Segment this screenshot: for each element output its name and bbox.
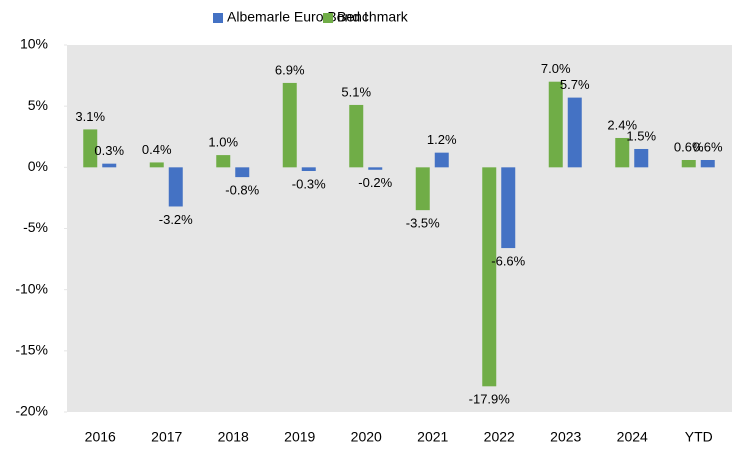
data-label: 1.2% — [427, 132, 457, 147]
plot-area — [67, 45, 732, 412]
x-tick-label: 2020 — [351, 429, 382, 445]
bar — [434, 152, 449, 168]
data-label: 1.0% — [208, 135, 238, 150]
y-tick-label: -5% — [23, 219, 48, 235]
y-tick-label: 5% — [28, 97, 48, 113]
data-label: -17.9% — [469, 392, 511, 407]
bar — [567, 97, 582, 168]
bar — [83, 129, 98, 168]
data-label: 6.9% — [275, 62, 305, 77]
x-tick-label: 2021 — [417, 429, 448, 445]
y-tick-label: 0% — [28, 158, 48, 174]
data-label: 7.0% — [541, 61, 571, 76]
legend-swatch — [323, 13, 333, 23]
legend-swatch — [213, 13, 223, 23]
bar — [168, 167, 183, 207]
data-label: 0.6% — [674, 139, 704, 154]
bar — [102, 163, 117, 168]
data-label: -3.2% — [159, 212, 193, 227]
bar — [415, 167, 430, 211]
x-tick-label: 2017 — [151, 429, 182, 445]
data-label: 0.6% — [693, 139, 723, 154]
bar — [368, 167, 383, 170]
bar — [282, 82, 297, 168]
data-label: 3.1% — [75, 109, 105, 124]
data-label: 5.7% — [560, 77, 590, 92]
data-label: -3.5% — [406, 216, 440, 231]
x-tick-label: 2022 — [484, 429, 515, 445]
bar — [301, 167, 316, 172]
data-label: -0.2% — [358, 175, 392, 190]
y-tick-label: -15% — [15, 342, 48, 358]
bar — [681, 159, 696, 168]
x-tick-label: 2019 — [284, 429, 315, 445]
data-label: -0.8% — [225, 183, 259, 198]
bar — [501, 167, 516, 249]
data-label: 0.3% — [94, 143, 124, 158]
x-tick-label: 2016 — [85, 429, 116, 445]
x-tick-label: YTD — [685, 429, 713, 445]
data-label: 0.4% — [142, 142, 172, 157]
y-tick-label: 10% — [20, 36, 48, 52]
x-tick-label: 2018 — [218, 429, 249, 445]
data-label: -0.3% — [292, 176, 326, 191]
bar — [700, 159, 715, 168]
bar — [235, 167, 250, 178]
y-tick-label: -20% — [15, 403, 48, 419]
bar — [615, 137, 630, 168]
data-label: 2.4% — [607, 117, 637, 132]
bar — [634, 148, 649, 168]
data-label: 1.5% — [626, 128, 656, 143]
legend-label: Benchmark — [337, 9, 409, 25]
bar — [349, 104, 364, 168]
data-label: -6.6% — [491, 254, 525, 269]
bar — [482, 167, 497, 387]
x-tick-label: 2023 — [550, 429, 581, 445]
y-tick-label: -10% — [15, 280, 48, 296]
bar — [216, 155, 231, 168]
bar — [149, 162, 164, 168]
bar — [548, 81, 563, 168]
data-label: 5.1% — [341, 84, 371, 99]
x-tick-label: 2024 — [617, 429, 648, 445]
